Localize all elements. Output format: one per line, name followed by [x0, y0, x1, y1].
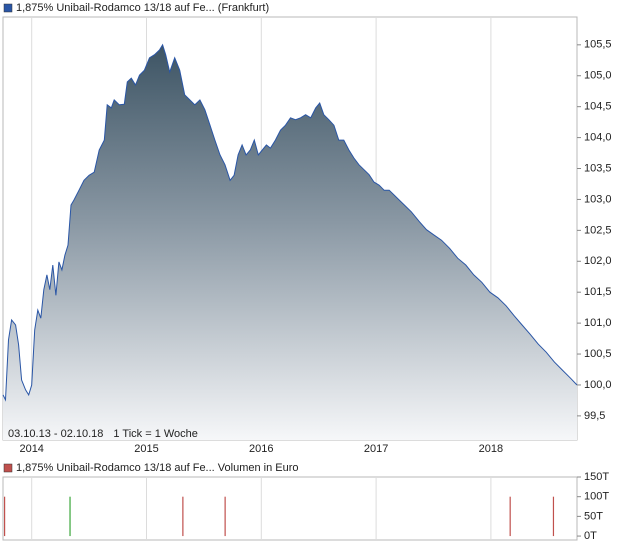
bar: [509, 496, 511, 537]
y-tick-label: 0T: [584, 530, 597, 542]
y-tick-label: 103,0: [584, 193, 612, 205]
x-tick-label: 2014: [19, 443, 43, 455]
line: [2, 43, 578, 402]
y-tick-label: 100T: [584, 491, 609, 503]
y-tick-label: 150T: [584, 471, 609, 483]
legend-swatch: [3, 3, 13, 13]
y-tick-label: 102,0: [584, 255, 612, 267]
y-tick-label: 104,5: [584, 101, 612, 113]
tick-note: 1 Tick = 1 Woche: [113, 428, 197, 440]
range-label: 03.10.13 - 02.10.18: [8, 428, 103, 440]
bar: [69, 496, 71, 537]
bar: [224, 496, 226, 537]
y-tick-label: 105,5: [584, 39, 612, 51]
y-tick-label: 103,5: [584, 162, 612, 174]
y-tick-label: 100,5: [584, 348, 612, 360]
x-tick-label: 2016: [249, 443, 273, 455]
y-tick-label: 102,5: [584, 224, 612, 236]
panel-frame: [2, 476, 578, 541]
x-tick-label: 2017: [364, 443, 388, 455]
y-tick-label: 105,0: [584, 70, 612, 82]
area: [3, 44, 577, 441]
y-tick-label: 101,0: [584, 317, 612, 329]
bar: [552, 496, 555, 537]
x-tick-label: 2018: [479, 443, 503, 455]
legend-label: 1,875% Unibail-Rodamco 13/18 auf Fe... V…: [16, 462, 299, 474]
y-tick-label: 50T: [584, 510, 603, 522]
y-tick-label: 100,0: [584, 379, 612, 391]
bar: [3, 496, 6, 537]
bar: [182, 496, 184, 537]
y-tick-label: 101,5: [584, 286, 612, 298]
legend-swatch: [3, 463, 13, 473]
x-tick-label: 2015: [134, 443, 158, 455]
legend-label: 1,875% Unibail-Rodamco 13/18 auf Fe... (…: [16, 2, 269, 14]
y-tick-label: 104,0: [584, 131, 612, 143]
y-tick-label: 99,5: [584, 410, 605, 422]
